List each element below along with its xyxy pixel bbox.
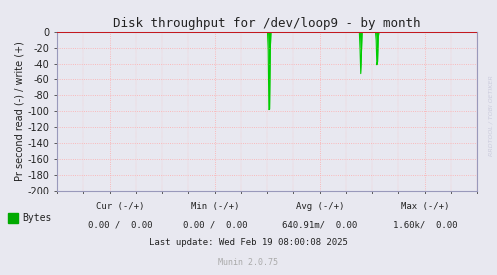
Text: Min (-/+): Min (-/+) bbox=[191, 202, 239, 211]
Bar bbox=[8, 213, 18, 223]
Text: Avg (-/+): Avg (-/+) bbox=[296, 202, 344, 211]
Text: RRDTOOL / TOBI OETIKER: RRDTOOL / TOBI OETIKER bbox=[488, 75, 493, 156]
Text: Munin 2.0.75: Munin 2.0.75 bbox=[218, 258, 278, 268]
Text: Cur (-/+): Cur (-/+) bbox=[96, 202, 144, 211]
Text: 0.00 /  0.00: 0.00 / 0.00 bbox=[183, 221, 247, 229]
Text: 1.60k/  0.00: 1.60k/ 0.00 bbox=[393, 221, 457, 229]
Title: Disk throughput for /dev/loop9 - by month: Disk throughput for /dev/loop9 - by mont… bbox=[113, 17, 421, 31]
Y-axis label: Pr second read (-) / write (+): Pr second read (-) / write (+) bbox=[15, 42, 25, 181]
Text: 0.00 /  0.00: 0.00 / 0.00 bbox=[88, 221, 152, 229]
Text: Last update: Wed Feb 19 08:00:08 2025: Last update: Wed Feb 19 08:00:08 2025 bbox=[149, 238, 347, 248]
Text: Max (-/+): Max (-/+) bbox=[401, 202, 449, 211]
Text: 640.91m/  0.00: 640.91m/ 0.00 bbox=[282, 221, 358, 229]
Text: Bytes: Bytes bbox=[22, 213, 51, 223]
